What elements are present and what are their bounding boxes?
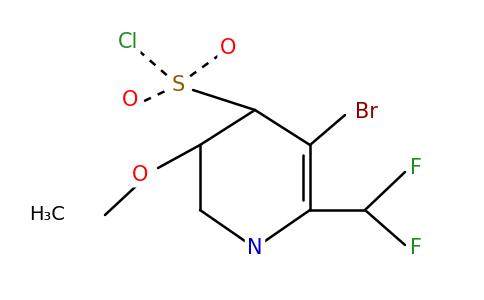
Text: F: F <box>410 238 422 258</box>
Text: O: O <box>122 90 138 110</box>
Text: O: O <box>220 38 236 58</box>
Text: H₃C: H₃C <box>29 206 65 224</box>
Text: Cl: Cl <box>118 32 138 52</box>
Text: O: O <box>132 165 148 185</box>
Text: S: S <box>171 75 184 95</box>
Text: Br: Br <box>355 102 378 122</box>
Text: N: N <box>247 238 263 258</box>
Text: F: F <box>410 158 422 178</box>
